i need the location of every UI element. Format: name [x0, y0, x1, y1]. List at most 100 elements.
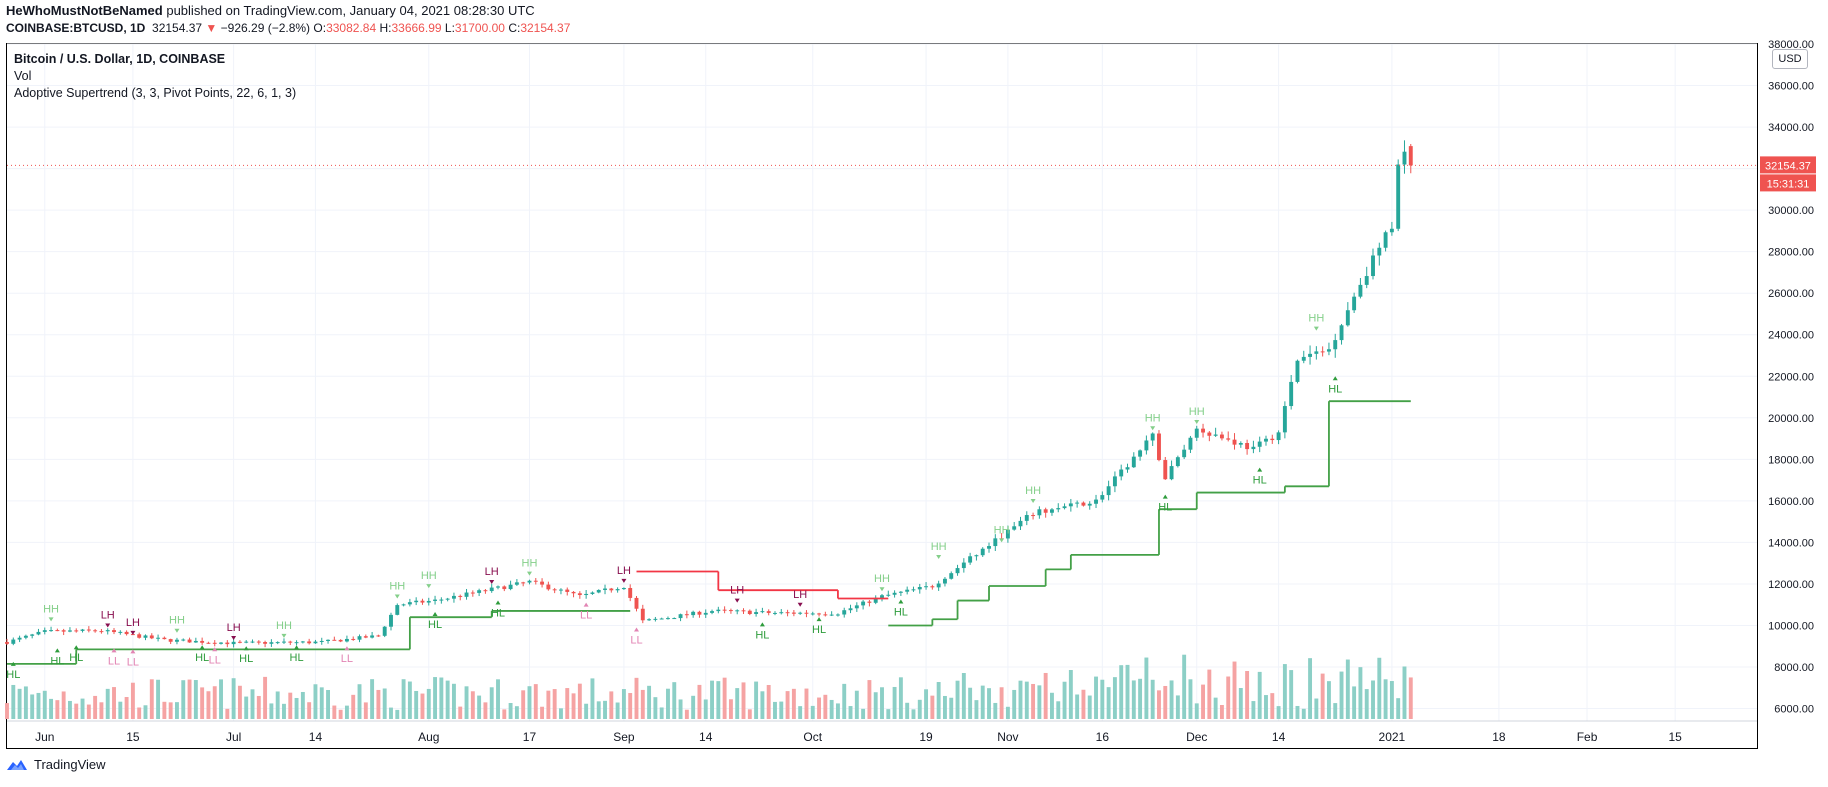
volume-bar: [754, 681, 759, 719]
pivot-marker: [1257, 467, 1263, 472]
candle-body: [206, 642, 211, 644]
candle-body: [741, 610, 746, 612]
candle-body: [1138, 450, 1143, 457]
volume-bar: [212, 686, 217, 719]
x-tick-label: 14: [309, 730, 323, 744]
candle-body: [1282, 406, 1287, 433]
volume-bar: [99, 702, 104, 719]
candle-body: [451, 595, 456, 599]
pivot-marker: [199, 645, 205, 650]
volume-bar: [936, 682, 941, 719]
candle-body: [149, 635, 154, 639]
pivot-label: HL: [239, 653, 253, 665]
volume-bar: [86, 704, 91, 719]
volume-bar: [647, 685, 652, 719]
volume-bar: [659, 707, 664, 719]
volume-bar: [691, 695, 696, 719]
pivot-marker: [10, 661, 16, 666]
candle-body: [1169, 466, 1174, 480]
candle-body: [1018, 520, 1023, 527]
candle-body: [93, 630, 98, 632]
volume-bar: [231, 678, 236, 719]
legend-volume[interactable]: Vol: [14, 69, 32, 83]
pivot-label: LH: [730, 585, 744, 597]
high-value: 33666.99: [391, 21, 442, 35]
volume-bar: [1358, 667, 1363, 719]
volume-bar: [376, 689, 381, 719]
volume-bar: [829, 699, 834, 719]
candle-body: [980, 548, 985, 556]
candle-body: [250, 641, 255, 643]
candle-body: [584, 593, 589, 596]
volume-bar: [389, 707, 393, 719]
volume-bar: [426, 688, 431, 719]
candle-body: [439, 599, 444, 601]
y-tick-label: 10000.00: [1768, 620, 1814, 632]
volume-bar: [112, 687, 116, 719]
volume-bar: [999, 687, 1004, 719]
candle-body: [666, 618, 670, 620]
pivot-marker: [344, 646, 350, 651]
pivot-label: HL: [50, 655, 64, 667]
volume-bar: [181, 680, 186, 719]
change-arrow: ▼: [205, 21, 218, 35]
volume-bar: [105, 688, 110, 719]
volume-bar: [1276, 706, 1281, 719]
volume-bar: [785, 691, 790, 719]
volume-bar: [559, 708, 563, 719]
legend-indicator[interactable]: Adoptive Supertrend (3, 3, Pivot Points,…: [14, 86, 297, 100]
pivot-label: HH: [1145, 412, 1161, 424]
volume-bar: [873, 692, 878, 719]
candle-body: [1068, 503, 1073, 507]
candle-body: [961, 562, 966, 569]
pivot-marker: [495, 600, 501, 605]
volume-bar: [156, 679, 161, 719]
candle-body: [817, 613, 822, 615]
volume-bar: [716, 681, 721, 719]
author-name[interactable]: HeWhoMustNotBeNamed: [6, 3, 163, 18]
y-tick-label: 14000.00: [1768, 537, 1814, 549]
volume-bar: [980, 685, 985, 719]
volume-bar: [949, 697, 954, 719]
candle-body: [1301, 356, 1306, 361]
candle-body: [1050, 509, 1054, 513]
candle-body: [880, 595, 884, 598]
candle-body: [1031, 515, 1036, 517]
candle-body: [728, 610, 733, 612]
volume-bar: [200, 687, 205, 719]
candle-body: [42, 630, 47, 632]
publish-text: published on TradingView.com, January 04…: [162, 3, 535, 18]
candle-body: [17, 637, 22, 640]
x-tick-label: 17: [523, 730, 537, 744]
candle-body: [80, 629, 85, 631]
volume-bar: [666, 688, 670, 719]
volume-bar: [124, 697, 129, 719]
pivot-label: HH: [994, 524, 1010, 536]
pivot-marker: [526, 571, 532, 576]
candle-body: [640, 608, 645, 621]
volume-bar: [1144, 657, 1149, 719]
candle-body: [710, 611, 714, 613]
candle-body: [1270, 438, 1275, 441]
volume-bar: [1402, 666, 1407, 719]
volume-bar: [326, 690, 330, 719]
volume-bar: [1238, 688, 1243, 719]
y-tick-label: 16000.00: [1768, 496, 1814, 508]
candle-body: [1364, 276, 1369, 285]
countdown-badge: [1760, 174, 1816, 192]
candle-body: [615, 589, 620, 591]
candle-body: [684, 614, 689, 616]
footer-brand[interactable]: TradingView: [6, 757, 106, 772]
pivot-marker: [426, 584, 432, 589]
currency-button[interactable]: USD: [1772, 49, 1808, 69]
volume-bar: [880, 687, 884, 719]
pivot-marker: [174, 628, 180, 633]
y-tick-label: 6000.00: [1774, 704, 1814, 716]
volume-bar: [357, 684, 362, 719]
volume-bar: [294, 697, 299, 719]
pivot-marker: [212, 647, 218, 652]
pivot-label: LL: [209, 654, 221, 666]
pivot-label: HL: [812, 624, 826, 636]
candle-body: [842, 610, 847, 615]
